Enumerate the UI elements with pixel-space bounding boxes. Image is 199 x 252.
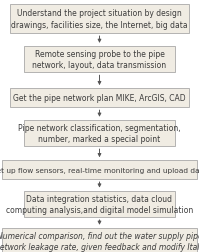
Text: Understand the project situation by design
drawings, facilities size, the Intern: Understand the project situation by desi… <box>11 9 188 29</box>
FancyBboxPatch shape <box>24 120 175 147</box>
Text: Data integration statistics, data cloud
computing analysis,and digital model sim: Data integration statistics, data cloud … <box>6 194 193 214</box>
Text: Remote sensing probe to the pipe
network, layout, data transmission: Remote sensing probe to the pipe network… <box>32 50 167 70</box>
Text: Pipe network classification, segmentation,
number, marked a special point: Pipe network classification, segmentatio… <box>18 123 181 144</box>
FancyBboxPatch shape <box>2 228 197 252</box>
FancyBboxPatch shape <box>24 47 175 73</box>
FancyBboxPatch shape <box>10 89 189 108</box>
FancyBboxPatch shape <box>24 191 175 217</box>
Text: Set up flow sensors, real-time monitoring and upload data: Set up flow sensors, real-time monitorin… <box>0 167 199 173</box>
Text: Numerical comparison, find out the water supply pipe
network leakage rate, given: Numerical comparison, find out the water… <box>0 231 199 251</box>
FancyBboxPatch shape <box>10 5 189 34</box>
FancyBboxPatch shape <box>2 161 197 179</box>
Text: Get the pipe network plan MIKE, ArcGIS, CAD: Get the pipe network plan MIKE, ArcGIS, … <box>13 94 186 103</box>
